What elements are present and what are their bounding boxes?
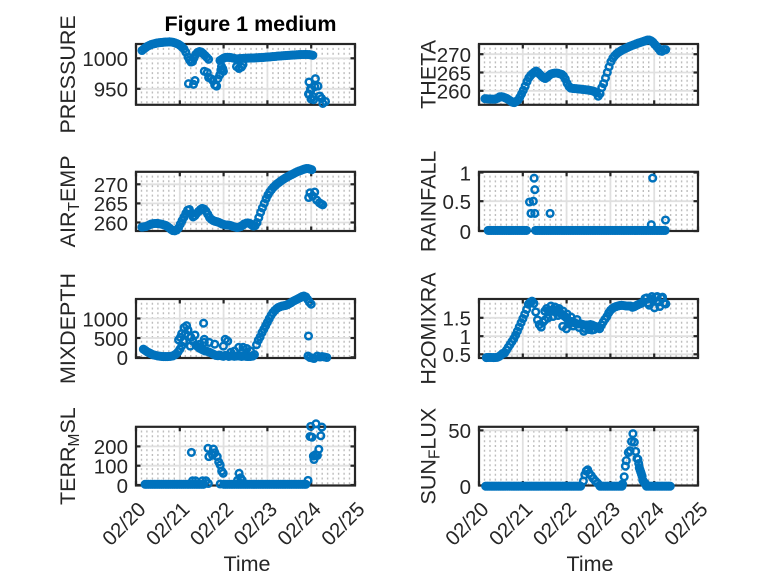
svg-text:50: 50 [448, 420, 471, 443]
svg-text:200: 200 [94, 436, 128, 459]
svg-text:0.5: 0.5 [443, 191, 472, 214]
svg-text:MIXDEPTH: MIXDEPTH [56, 273, 80, 384]
svg-text:PRESSURE: PRESSURE [56, 15, 80, 133]
svg-text:Time: Time [567, 552, 614, 576]
svg-text:Figure 1 medium: Figure 1 medium [164, 12, 336, 36]
svg-text:0.5: 0.5 [443, 344, 472, 367]
svg-text:260: 260 [437, 81, 471, 104]
svg-text:1: 1 [460, 326, 471, 349]
svg-text:1.5: 1.5 [443, 308, 472, 331]
svg-text:270: 270 [94, 174, 128, 197]
svg-text:0: 0 [460, 476, 471, 499]
svg-text:RAINFALL: RAINFALL [417, 151, 441, 253]
svg-text:TERRMSL: TERRMSL [56, 407, 83, 505]
svg-text:Time: Time [224, 552, 271, 576]
svg-text:270: 270 [437, 44, 471, 67]
svg-text:265: 265 [437, 62, 471, 85]
svg-text:THETA: THETA [417, 39, 441, 109]
svg-text:1: 1 [460, 162, 471, 185]
svg-text:H2OMIXRA: H2OMIXRA [417, 272, 441, 385]
svg-text:260: 260 [94, 212, 128, 235]
svg-text:0: 0 [117, 347, 128, 370]
svg-text:100: 100 [94, 455, 128, 478]
svg-text:265: 265 [94, 193, 128, 216]
svg-text:0: 0 [460, 221, 471, 244]
svg-text:AIRTEMP: AIRTEMP [56, 155, 83, 247]
svg-text:1000: 1000 [82, 308, 128, 331]
svg-text:950: 950 [94, 79, 128, 102]
svg-text:0: 0 [117, 475, 128, 498]
svg-text:1000: 1000 [82, 48, 128, 71]
svg-text:500: 500 [94, 328, 128, 351]
